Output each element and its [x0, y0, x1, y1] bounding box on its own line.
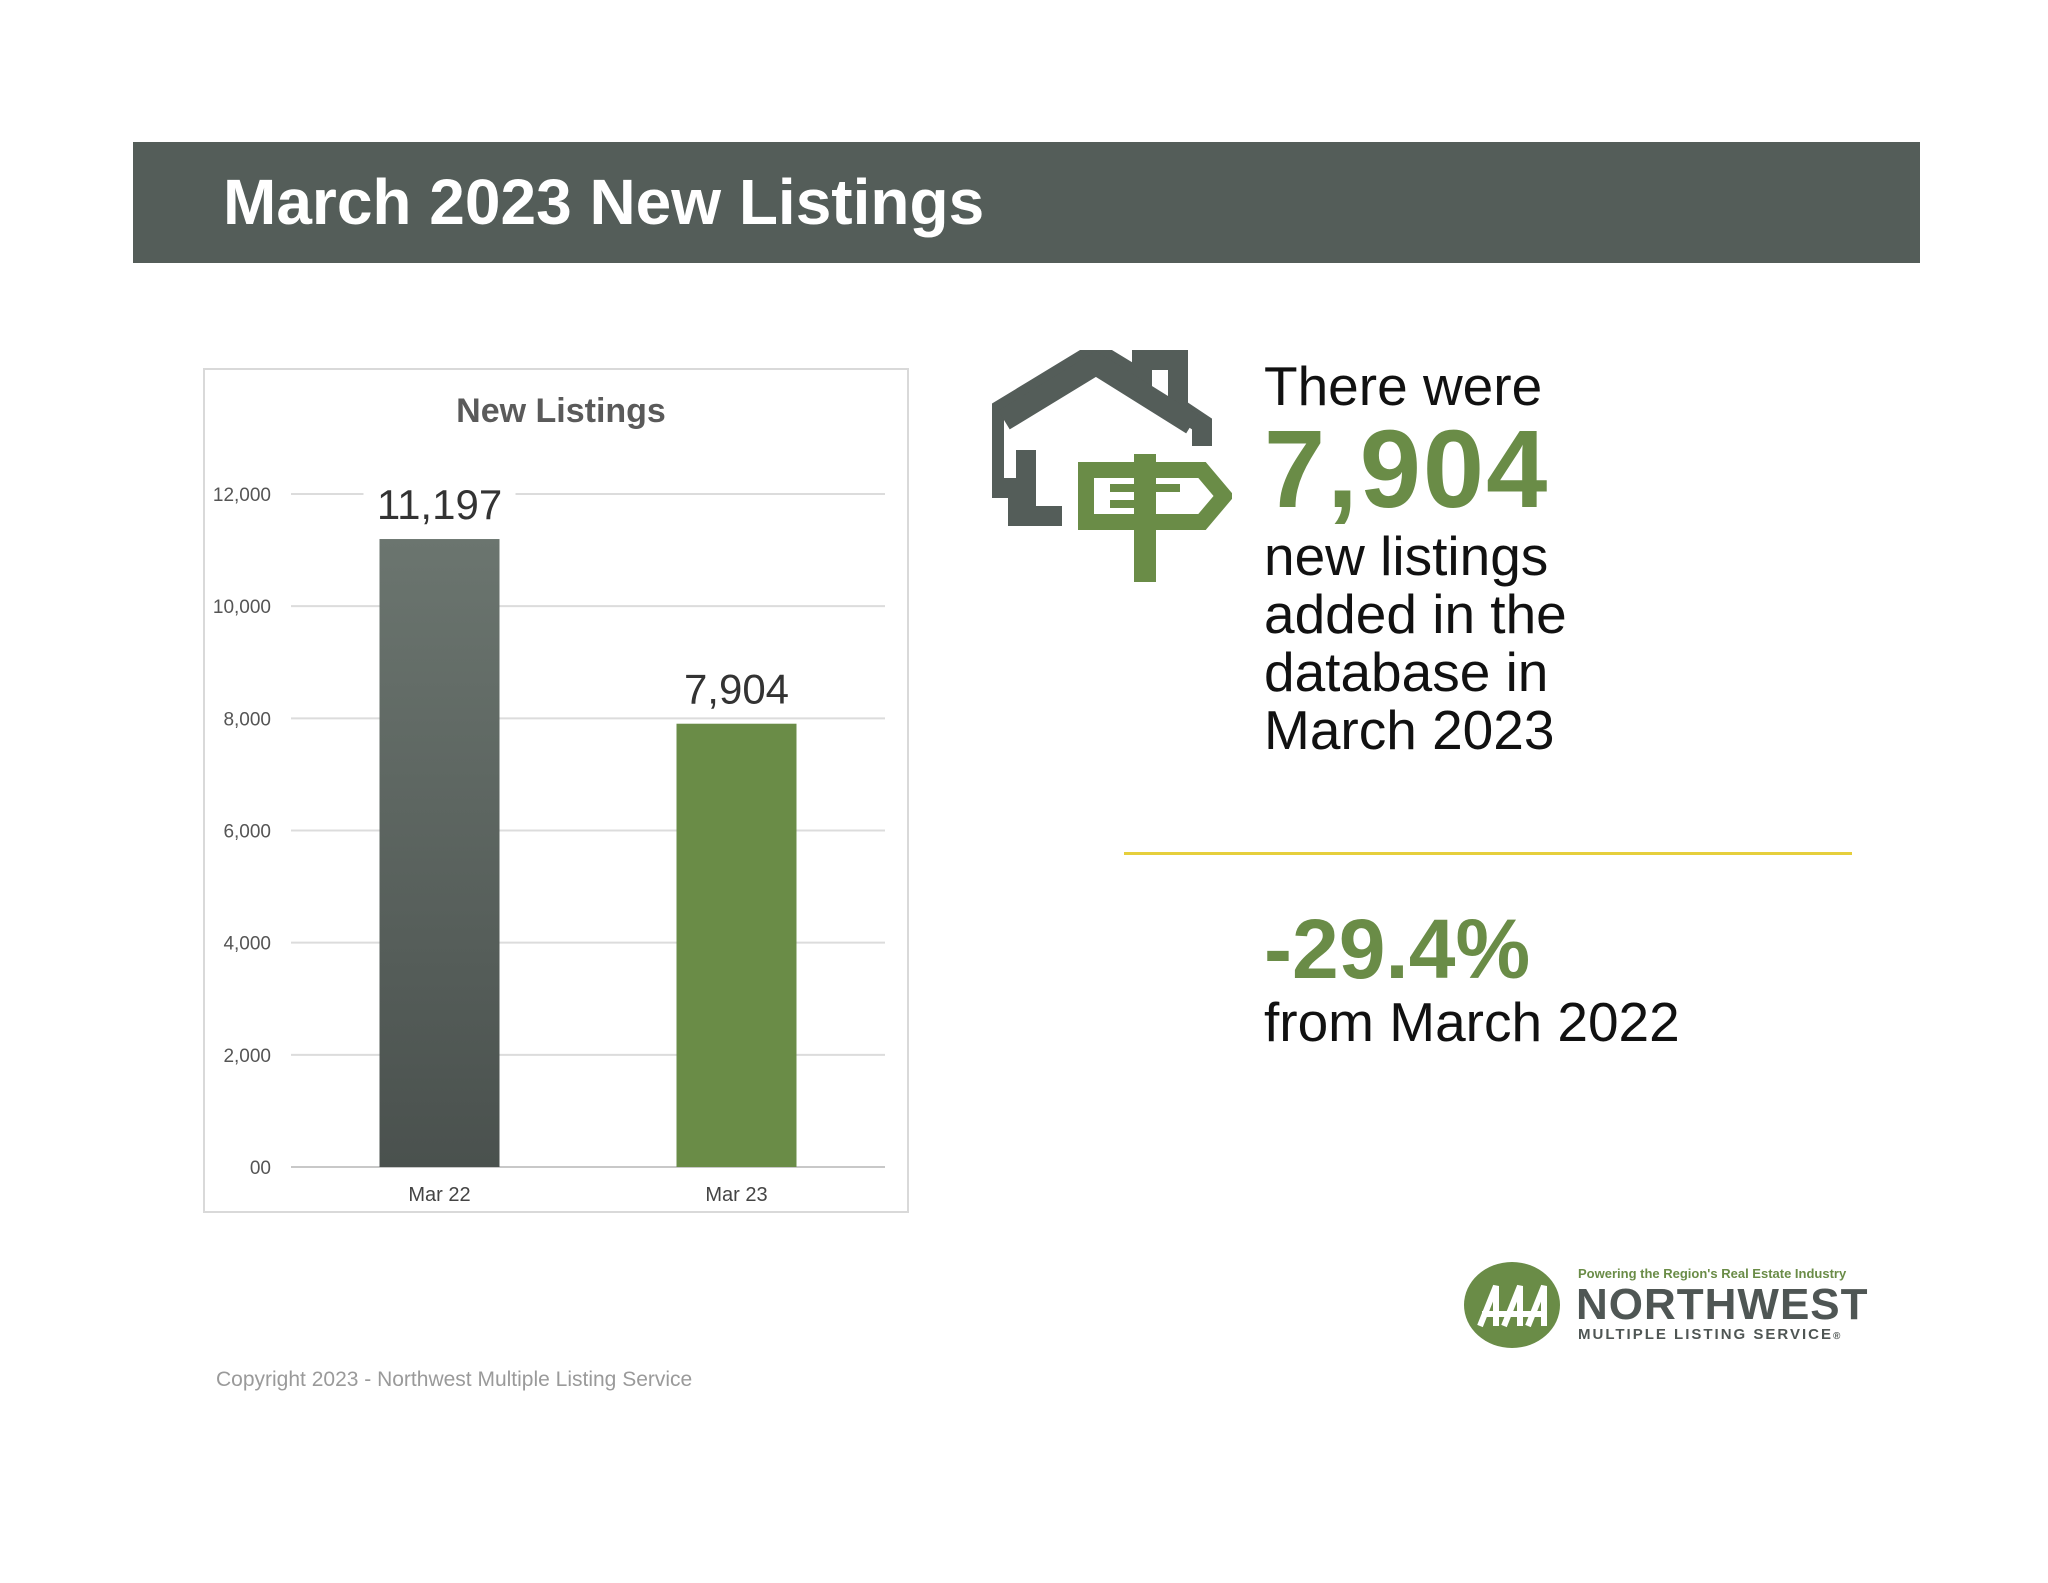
- page-title: March 2023 New Listings: [223, 166, 985, 238]
- y-tick-label: 4,000: [223, 934, 271, 955]
- y-tick-label: 8,000: [223, 709, 271, 730]
- y-tick-label: 2,000: [223, 1046, 271, 1067]
- logo-subtitle-text: MULTIPLE LISTING SERVICE: [1578, 1326, 1833, 1343]
- change-label: from March 2022: [1264, 991, 1680, 1053]
- data-label: 7,904: [684, 666, 789, 713]
- copyright: Copyright 2023 - Northwest Multiple List…: [216, 1368, 693, 1391]
- logo-registered-mark: ®: [1832, 1331, 1843, 1342]
- logo-subtitle: MULTIPLE LISTING SERVICE®: [1578, 1326, 1842, 1343]
- stat-line: database in: [1264, 641, 1549, 703]
- house-signpost-icon: [992, 350, 1232, 582]
- bar-chart: New Listings 00 2,000 4,000 6,000 8,000 10,00…: [213, 392, 885, 1206]
- divider-line: [1124, 852, 1852, 855]
- stat-intro: There were: [1264, 355, 1543, 417]
- x-tick-label: Mar 22: [408, 1184, 470, 1206]
- data-label-bg: [363, 479, 516, 532]
- data-label: 11,197: [377, 481, 502, 528]
- change-block: -29.4% from March 2022: [1264, 905, 1680, 1051]
- logo-name: NORTHWEST: [1576, 1280, 1869, 1329]
- y-tick-label: 00: [250, 1158, 271, 1179]
- title-banner: March 2023 New Listings: [133, 142, 1920, 263]
- stat-block: There were 7,904 new listings added in t…: [1264, 357, 1567, 759]
- chart-panel: New Listings 00 2,000 4,000 6,000 8,000 10,00…: [203, 368, 909, 1213]
- y-tick-label: 10,000: [213, 597, 271, 618]
- y-tick-label: 6,000: [223, 822, 271, 843]
- x-tick-label: Mar 23: [705, 1184, 767, 1206]
- data-label-bg: [660, 663, 813, 716]
- chart-title: New Listings: [456, 392, 666, 430]
- nwmls-mark-icon: [1464, 1262, 1560, 1348]
- change-value: -29.4%: [1264, 902, 1531, 996]
- stat-line: new listings: [1264, 525, 1549, 587]
- bar: [676, 723, 797, 1167]
- stat-line: added in the: [1264, 583, 1567, 645]
- logo-tagline: Powering the Region's Real Estate Indust…: [1578, 1266, 1847, 1281]
- stat-value: 7,904: [1264, 408, 1550, 531]
- stat-line: March 2023: [1264, 699, 1555, 761]
- nwmls-logo: Powering the Region's Real Estate Indust…: [1462, 1260, 1872, 1350]
- y-tick-label: 12,000: [213, 485, 271, 506]
- bar: [379, 539, 500, 1167]
